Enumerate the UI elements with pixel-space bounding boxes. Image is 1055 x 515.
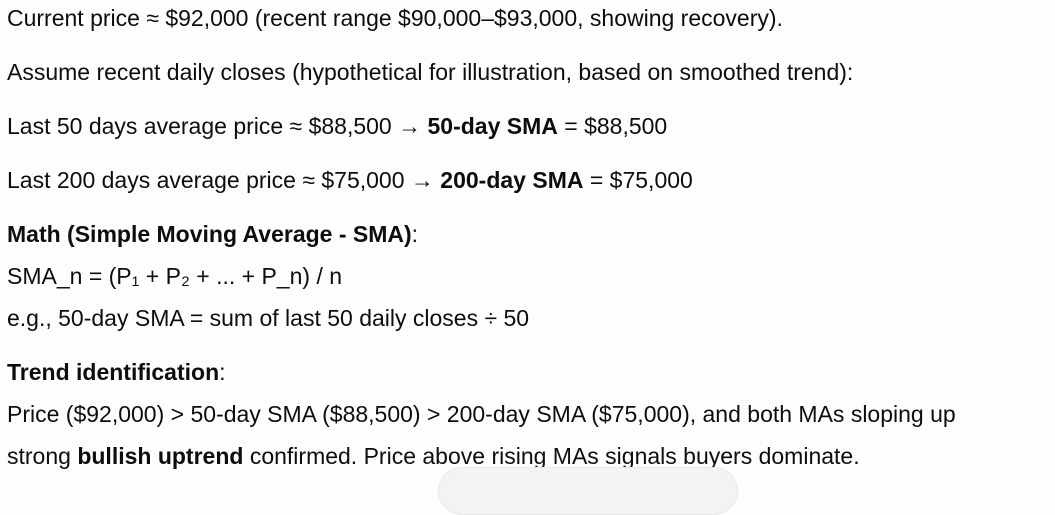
text-run: :: [411, 221, 419, 247]
trend-comparison-line: Price ($92,000) > 50-day SMA ($88,500) >…: [7, 401, 956, 427]
math-heading-line: Math (Simple Moving Average - SMA):: [7, 213, 1055, 255]
paragraph-math-block: Math (Simple Moving Average - SMA): SMA_…: [7, 213, 1055, 339]
text-run: Last 200 days average price ≈ $75,000 →: [7, 167, 441, 193]
composer-pill[interactable]: [438, 467, 738, 515]
text-run: = $88,500: [557, 113, 668, 139]
chat-message: Current price ≈ $92,000 (recent range $9…: [7, 0, 1055, 477]
text-run-bold: 200-day SMA: [440, 167, 584, 193]
text-run-bold: 50-day SMA: [427, 113, 558, 139]
sma-example-line: e.g., 50-day SMA = sum of last 50 daily …: [7, 305, 530, 331]
text-run: Last 50 days average price ≈ $88,500 →: [7, 113, 428, 139]
trend-conclusion-line: strong bullish uptrend confirmed. Price …: [7, 435, 1055, 477]
text-run: Current price ≈ $92,000 (recent range $9…: [7, 5, 783, 31]
paragraph-sma-50: Last 50 days average price ≈ $88,500 → 5…: [7, 105, 1055, 147]
text-run: Assume recent daily closes (hypothetical…: [7, 59, 854, 85]
text-run: strong: [7, 443, 78, 469]
text-run-bold: Math (Simple Moving Average - SMA): [7, 221, 412, 247]
text-run-bold: bullish uptrend: [77, 443, 244, 469]
text-run: :: [219, 359, 226, 385]
text-run: = $75,000: [583, 167, 693, 193]
text-run: confirmed. Price above rising MAs signal…: [243, 443, 860, 469]
trend-heading-line: Trend identification:: [7, 351, 1055, 393]
sma-formula-line: SMA_n = (P₁ + P₂ + ... + P_n) / n: [7, 263, 343, 289]
paragraph-current-price: Current price ≈ $92,000 (recent range $9…: [7, 0, 1055, 39]
paragraph-trend-block: Trend identification: Price ($92,000) > …: [7, 351, 1055, 477]
paragraph-sma-200: Last 200 days average price ≈ $75,000 → …: [7, 159, 1055, 201]
text-run-bold: Trend identification: [7, 359, 220, 385]
paragraph-assume-closes: Assume recent daily closes (hypothetical…: [7, 51, 1055, 93]
